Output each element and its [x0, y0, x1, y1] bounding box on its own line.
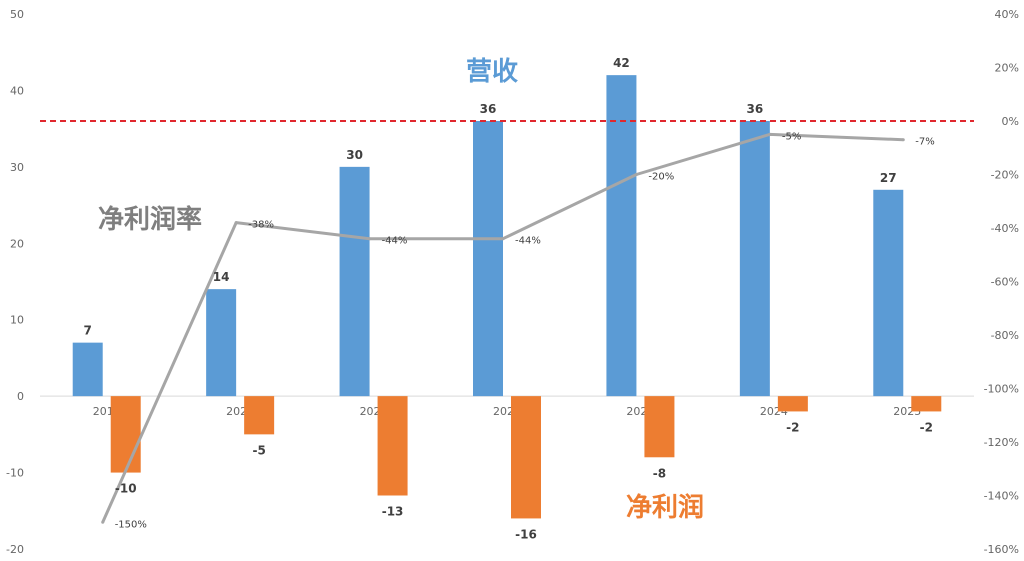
profit-data-label: -2: [920, 420, 933, 434]
margin-point: [234, 221, 238, 225]
revenue-bar: [473, 121, 503, 397]
margin-data-label: -44%: [382, 236, 408, 247]
left-axis-tick: 40: [10, 84, 24, 97]
right-axis-tick: -40%: [991, 222, 1019, 235]
line-layer: [40, 120, 974, 524]
left-axis-tick: -10: [6, 467, 24, 480]
margin-point: [501, 237, 505, 241]
left-axis-tick: 10: [10, 314, 24, 327]
revenue-annotation: 营收: [466, 57, 518, 87]
profit-bar: [511, 396, 541, 519]
right-axis-tick: -60%: [991, 276, 1019, 289]
revenue-data-label: 42: [613, 56, 630, 70]
profit-data-label: -5: [252, 443, 265, 457]
profit-bar: [644, 396, 675, 458]
margin-data-label: -38%: [248, 220, 274, 231]
revenue-data-label: 14: [213, 270, 230, 284]
right-axis-tick: -140%: [984, 490, 1019, 503]
margin-data-label: -7%: [915, 137, 934, 148]
left-axis-tick: 30: [10, 161, 24, 174]
revenue-bar: [72, 342, 103, 397]
profit-annotation: 净利润: [626, 492, 704, 523]
right-axis-tick: 20%: [995, 62, 1019, 75]
right-axis-tick: 40%: [995, 8, 1019, 21]
bars-layer: [72, 75, 942, 519]
profit-bar: [244, 396, 275, 435]
right-axis-tick: -100%: [984, 383, 1019, 396]
revenue-data-label: 30: [346, 148, 363, 162]
profit-bar: [777, 396, 808, 412]
margin-data-label: -150%: [115, 519, 147, 530]
revenue-bar: [873, 189, 904, 397]
profit-bar: [911, 396, 942, 412]
left-axis-tick: 50: [10, 8, 24, 21]
margin-data-label: -5%: [782, 131, 801, 142]
margin-point: [101, 520, 105, 524]
right-axis-tick: 0%: [1002, 115, 1019, 128]
profit-bar: [377, 396, 408, 496]
margin-annotation: 净利润率: [98, 204, 202, 235]
margin-point: [634, 173, 638, 176]
revenue-bar: [606, 75, 637, 397]
margin-data-label: -20%: [648, 172, 674, 183]
profit-data-label: -2: [786, 420, 799, 434]
profit-data-label: -13: [382, 505, 404, 519]
revenue-data-label: 36: [480, 102, 497, 116]
revenue-data-label: 36: [747, 102, 764, 116]
right-axis-tick: -20%: [991, 169, 1019, 182]
labels-layer: 7 14 30 36 42 36 27 -10 -5 -13 -16 -8 -2 -2 -150% -38% -…: [84, 56, 935, 541]
margin-point: [768, 132, 772, 136]
margin-point: [368, 237, 372, 241]
revenue-bar: [739, 121, 770, 397]
left-axis-tick: 0: [17, 390, 24, 403]
profit-data-label: -10: [115, 482, 137, 496]
profit-data-label: -8: [653, 466, 666, 480]
right-axis-tick: -160%: [984, 543, 1019, 556]
margin-point: [901, 138, 905, 142]
profit-data-label: -16: [515, 527, 537, 541]
right-axis-tick: -80%: [991, 329, 1019, 342]
revenue-bar: [339, 166, 370, 397]
right-axis-tick: -120%: [984, 436, 1019, 449]
left-axis-tick: 20: [10, 237, 24, 250]
profit-bar: [110, 396, 141, 473]
margin-data-label: -44%: [515, 236, 541, 247]
revenue-bar: [206, 289, 237, 397]
revenue-data-label: 27: [880, 171, 897, 185]
left-axis-tick: -20: [6, 543, 24, 556]
revenue-data-label: 7: [84, 324, 92, 338]
